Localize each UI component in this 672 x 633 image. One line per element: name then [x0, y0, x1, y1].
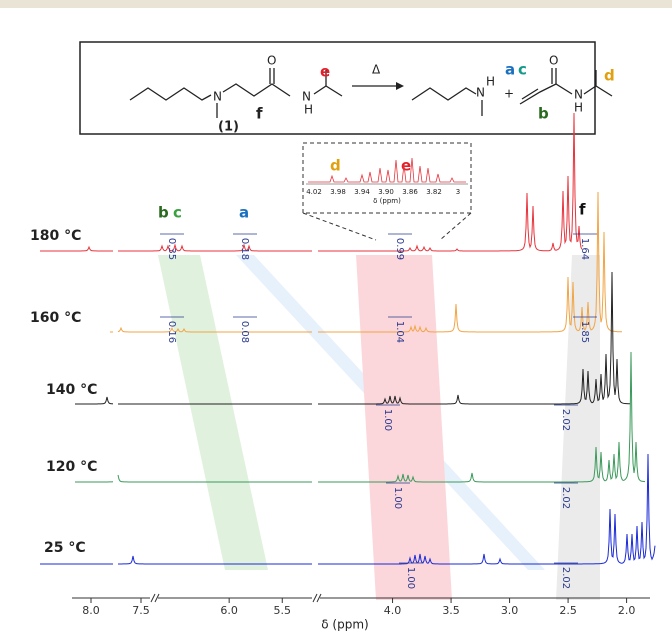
label-e: e: [320, 63, 330, 81]
inset-tick-label: 3.82: [426, 188, 442, 196]
tick-label: 3.5: [442, 604, 460, 617]
integral-label: 1.00: [382, 409, 393, 431]
peak-label-f: f: [579, 201, 586, 219]
top-bar: [0, 0, 672, 8]
spectra: 180 °C 0.35 0.18 0.99 1.64 160 °C 0.16 0.08 1.04…: [30, 112, 656, 589]
integral-label: 1.64: [579, 238, 590, 260]
integral-label: 2.02: [560, 567, 571, 589]
temperature-label: 160 °C: [30, 310, 81, 326]
tick-label: 8.0: [82, 604, 100, 617]
axis-break: [312, 593, 322, 603]
x-axis-label: δ (ppm): [321, 618, 368, 632]
tick-label: 5.5: [274, 604, 292, 617]
integral-label: 0.08: [239, 321, 250, 343]
band-a: [236, 255, 545, 570]
integral-label: 0.99: [394, 238, 405, 260]
atom: N: [574, 88, 583, 102]
atom: N: [476, 86, 485, 100]
label-f: f: [256, 105, 263, 123]
spectrum: [40, 112, 583, 252]
tick-label: 7.5: [132, 604, 150, 617]
inset-tick-label: 3.94: [354, 188, 370, 196]
inset-axis-label: δ (ppm): [373, 197, 401, 205]
band-e: [356, 255, 452, 600]
temperature-label: 120 °C: [46, 459, 97, 475]
inset: d e 4.02 3.98 3.94 3.90 3.86 3.82 3 δ (ppm): [302, 142, 472, 241]
heat: Δ: [372, 63, 381, 77]
label-b: b: [538, 105, 549, 123]
peak-label-b: b: [158, 204, 169, 222]
temperature-label: 25 °C: [44, 540, 86, 556]
compound-number: (1): [218, 120, 239, 135]
x-axis: 8.0 7.5 6.0 5.5 4.0 3.5 3.0 2.5 2.0: [72, 593, 650, 617]
bond: [521, 88, 539, 100]
inset-connector: [302, 212, 377, 241]
integral-label: 1.04: [394, 321, 405, 343]
peak-label-c: c: [173, 204, 182, 222]
scheme-box: [79, 41, 596, 135]
inset-label-e: e: [401, 157, 411, 175]
band-bc: [158, 255, 268, 570]
atom: O: [549, 54, 558, 68]
label-a: a: [505, 61, 515, 79]
inset-label-d: d: [330, 157, 341, 175]
integral-label: 0.35: [166, 238, 177, 260]
spectrum: [40, 453, 656, 565]
tick-label: 4.0: [384, 604, 402, 617]
inset-tick-label: 3.90: [378, 188, 394, 196]
inset-connector: [439, 212, 472, 241]
peak-label-a: a: [239, 204, 249, 222]
integral-label: 1.00: [392, 487, 403, 509]
inset-spectrum: [308, 157, 466, 183]
spectrum: [75, 271, 630, 405]
scheme: e N N H O f (1) Δ N H + a c O N H d b: [79, 41, 615, 135]
spectrum: [110, 191, 622, 333]
inset-ticks: 4.02 3.98 3.94 3.90 3.86 3.82 3: [306, 188, 460, 196]
atom: N: [302, 90, 311, 104]
tick-label: 6.0: [220, 604, 238, 617]
bands: [158, 255, 600, 600]
inset-tick-label: 3.86: [402, 188, 418, 196]
atom: H: [304, 103, 313, 117]
peak-labels: b c a f: [158, 201, 586, 222]
atom: N: [213, 90, 222, 104]
atom: H: [486, 75, 495, 89]
plus: +: [504, 87, 514, 101]
atom: H: [574, 101, 583, 115]
band-f: [556, 255, 600, 600]
arrowhead: [396, 82, 404, 90]
temperature-label: 180 °C: [30, 228, 81, 244]
bond: [519, 83, 573, 105]
tick-label: 2.0: [618, 604, 636, 617]
temperature-label: 140 °C: [46, 382, 97, 398]
integral-label: 1.85: [579, 321, 590, 343]
inset-tick-label: 3.98: [330, 188, 346, 196]
bond: [411, 87, 477, 101]
inset-tick-label: 3: [456, 188, 460, 196]
integral-label: 2.02: [560, 409, 571, 431]
integral-label: 2.02: [560, 487, 571, 509]
tick-label: 2.5: [559, 604, 577, 617]
axis-break: [150, 593, 160, 603]
atom: O: [267, 54, 276, 68]
integral-label: 0.16: [166, 321, 177, 343]
integral-label: 0.18: [239, 238, 250, 260]
tick-label: 3.0: [501, 604, 519, 617]
bond: [222, 83, 291, 97]
integral-label: 1.00: [405, 567, 416, 589]
spectrum: [75, 351, 646, 483]
inset-tick-label: 4.02: [306, 188, 322, 196]
label-d: d: [604, 67, 615, 85]
label-c: c: [518, 61, 527, 79]
bond: [129, 87, 212, 101]
